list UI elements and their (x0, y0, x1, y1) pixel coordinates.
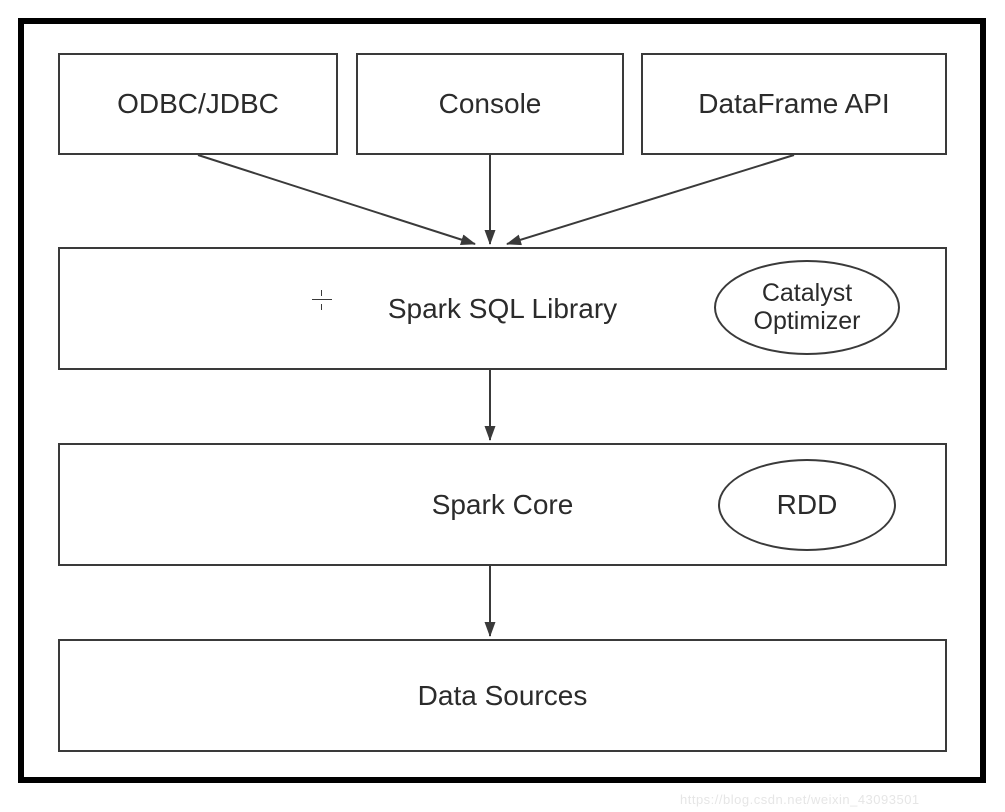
node-label: Spark SQL Library (388, 293, 617, 325)
node-label: Spark Core (432, 489, 574, 521)
node-console: Console (356, 53, 624, 155)
diagram-canvas: ODBC/JDBC Console DataFrame API Spark SQ… (0, 0, 1005, 812)
node-dataframe-api: DataFrame API (641, 53, 947, 155)
node-label: DataFrame API (698, 88, 889, 120)
node-label: Catalyst Optimizer (754, 280, 861, 335)
node-label: Data Sources (418, 680, 588, 712)
node-data-sources: Data Sources (58, 639, 947, 752)
node-rdd: RDD (718, 459, 896, 551)
node-label: RDD (777, 490, 838, 521)
watermark-text: https://blog.csdn.net/weixin_43093501 (680, 792, 920, 807)
node-catalyst-optimizer: Catalyst Optimizer (714, 260, 900, 355)
node-label: ODBC/JDBC (117, 88, 279, 120)
node-odbc-jdbc: ODBC/JDBC (58, 53, 338, 155)
node-label: Console (439, 88, 542, 120)
